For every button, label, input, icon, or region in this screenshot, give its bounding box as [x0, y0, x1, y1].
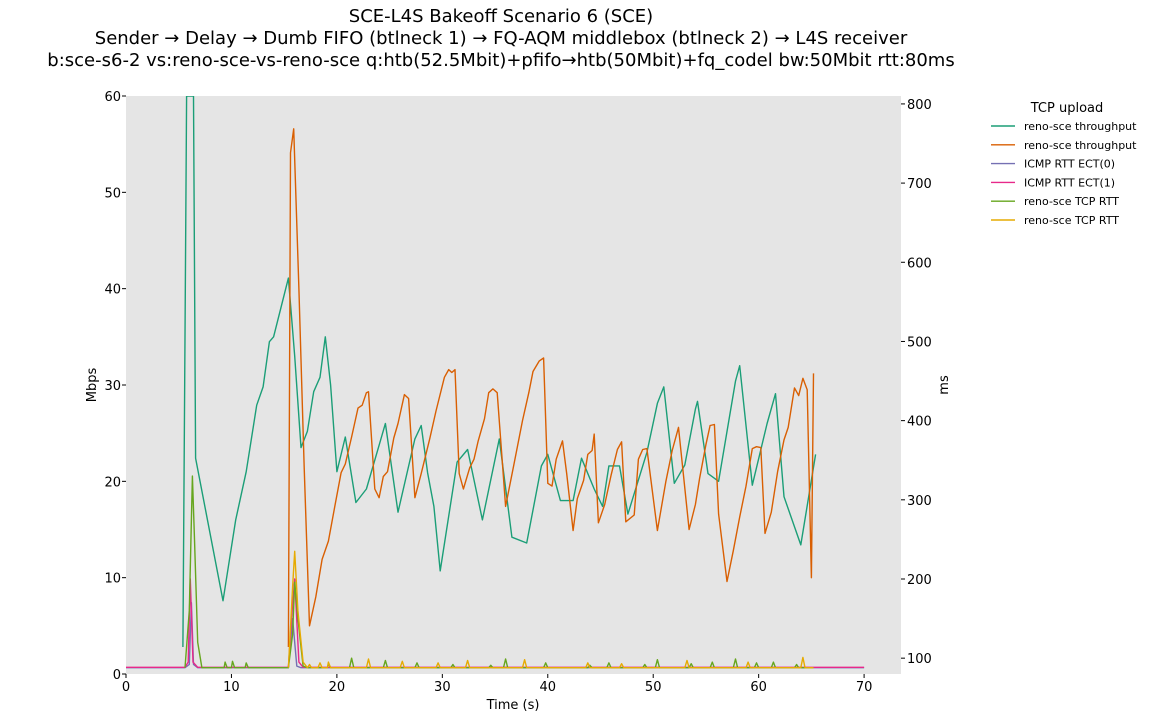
y-tick-label: 60 — [104, 90, 121, 105]
y2-tick-label: 700 — [907, 177, 932, 192]
y2-tick-label: 200 — [907, 573, 932, 588]
ticks-layer: 0 10 20 30 40 50 60 700102030405060100200300400… — [104, 90, 931, 695]
x-tick-label: 50 — [645, 680, 662, 695]
legend-title: TCP upload — [1030, 101, 1104, 116]
y-tick-label: 20 — [104, 475, 121, 490]
series-layer — [126, 96, 865, 669]
y-tick-label: 0 — [113, 668, 121, 683]
series-line-2 — [287, 128, 815, 648]
x-tick-label: 0 — [122, 680, 130, 695]
y-tick-label: 40 — [104, 283, 121, 298]
legend-label-5: reno-sce TCP RTT — [1024, 195, 1119, 208]
x-tick-label: 20 — [329, 680, 346, 695]
y2-tick-label: 300 — [907, 494, 932, 509]
legend-label-3: ICMP RTT ECT(0) — [1024, 158, 1115, 171]
x-tick-label: 30 — [434, 680, 451, 695]
plot-area — [126, 96, 901, 674]
chart-title-line-2: Sender → Delay → Dumb FIFO (btlneck 1) →… — [94, 28, 908, 49]
legend-label-1: reno-sce throughput — [1024, 120, 1137, 133]
y2-tick-label: 500 — [907, 335, 932, 350]
x-tick-label: 10 — [223, 680, 240, 695]
y-tick-label: 50 — [104, 186, 121, 201]
y-axis-label: Mbps — [85, 368, 100, 403]
chart-title-line-3: b:sce-s6-2 vs:reno-sce-vs-reno-sce q:htb… — [47, 50, 955, 71]
x-tick-label: 40 — [539, 680, 556, 695]
legend-label-6: reno-sce TCP RTT — [1024, 214, 1119, 227]
y2-tick-label: 600 — [907, 256, 932, 271]
x-tick-label: 60 — [750, 680, 767, 695]
y2-axis-label: ms — [937, 375, 952, 395]
chart-title-line-1: SCE-L4S Bakeoff Scenario 6 (SCE) — [348, 6, 654, 27]
chart-title: SCE-L4S Bakeoff Scenario 6 (SCE) Sender … — [0, 6, 1002, 72]
y-tick-label: 10 — [104, 572, 121, 587]
legend-label-4: ICMP RTT ECT(1) — [1024, 176, 1115, 189]
x-axis-label: Time (s) — [486, 698, 540, 713]
y2-tick-label: 800 — [907, 98, 932, 113]
legend-label-2: reno-sce throughput — [1024, 139, 1137, 152]
y2-tick-label: 400 — [907, 415, 932, 430]
series-line-1 — [182, 96, 817, 648]
y2-tick-label: 100 — [907, 652, 932, 667]
legend: TCP upload reno-sce throughput reno-sce t… — [991, 101, 1137, 227]
series-line-6 — [287, 550, 814, 669]
y-tick-label: 30 — [104, 379, 121, 394]
x-tick-label: 70 — [856, 680, 873, 695]
